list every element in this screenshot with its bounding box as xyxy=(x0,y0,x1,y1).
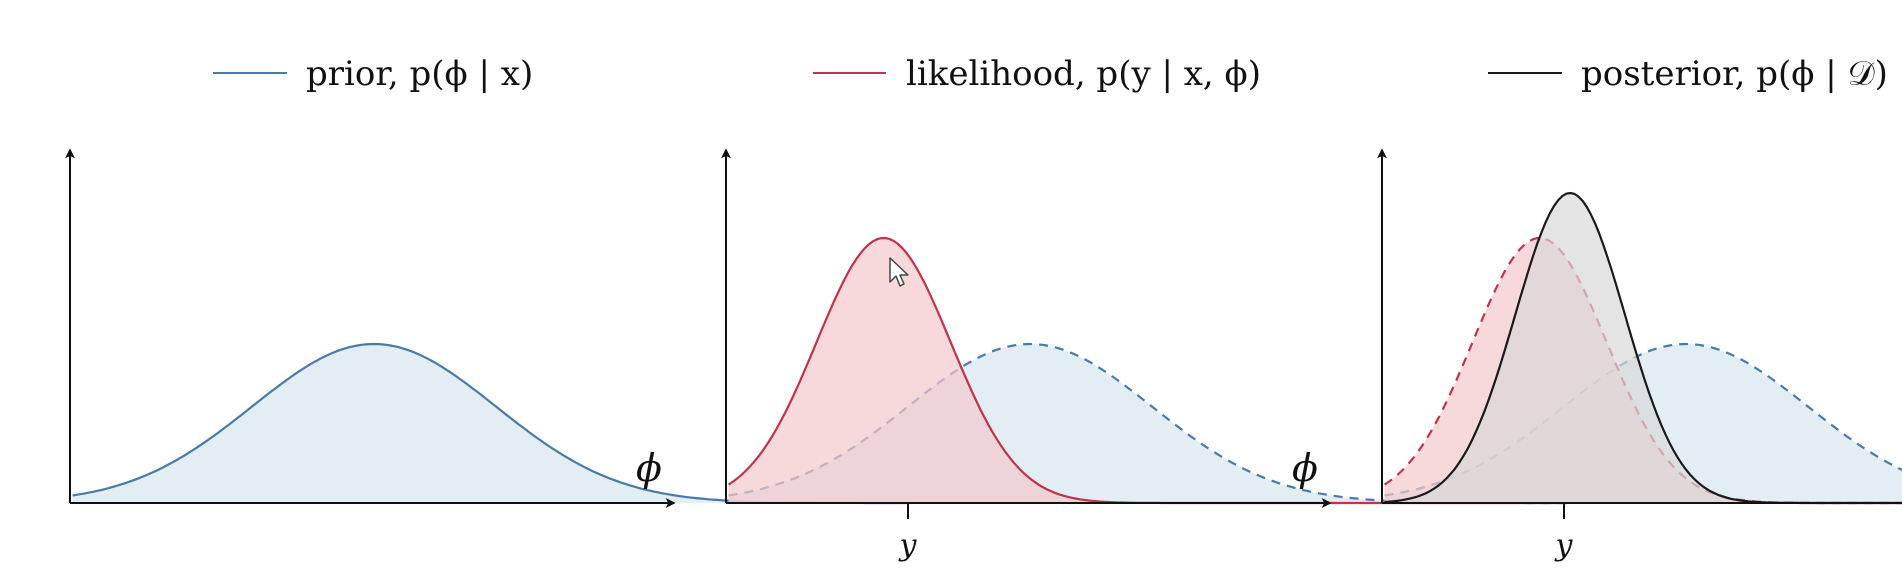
posterior-panel-posterior-fill xyxy=(1384,193,1902,503)
mouse-pointer-icon xyxy=(889,257,909,287)
legend: prior, p(ϕ | x) likelihood, p(y | x, ϕ) … xyxy=(213,54,1888,94)
posterior-panel xyxy=(1383,191,1902,505)
likelihood-panel-axes: y ϕ xyxy=(721,148,1332,563)
legend-likelihood-label: likelihood, p(y | x, ϕ) xyxy=(906,54,1261,94)
legend-posterior: posterior, p(ϕ | 𝒟) xyxy=(1488,54,1888,94)
prior-panel-axes: ϕ xyxy=(65,148,676,508)
likelihood-panel-y-tick-label: y xyxy=(898,528,918,563)
legend-prior-label: prior, p(ϕ | x) xyxy=(306,54,533,94)
legend-prior: prior, p(ϕ | x) xyxy=(213,54,533,94)
axes: ϕ y ϕ y xyxy=(65,148,1900,563)
posterior-panel-y-tick-label: y xyxy=(1554,528,1574,563)
likelihood-panel-likelihood-fill xyxy=(728,238,1567,503)
legend-posterior-label: posterior, p(ϕ | 𝒟) xyxy=(1581,54,1888,94)
legend-likelihood: likelihood, p(y | x, ϕ) xyxy=(813,54,1261,94)
posterior-panel-axes: y xyxy=(1377,148,1900,563)
likelihood-panel-phi-label: ϕ xyxy=(1292,446,1318,490)
prior-panel-phi-label: ϕ xyxy=(636,446,662,490)
